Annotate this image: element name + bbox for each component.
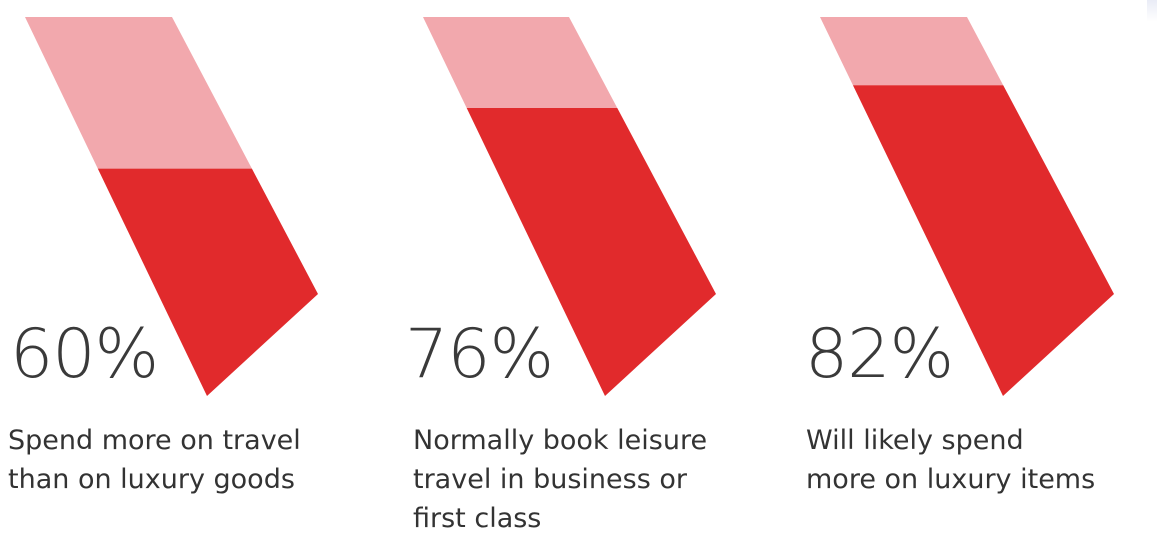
bar-2-remainder bbox=[423, 17, 618, 108]
caption-3: Will likely spend more on luxury items bbox=[806, 421, 1095, 499]
caption-3-line-2: more on luxury items bbox=[806, 464, 1096, 495]
value-label-2: 76% bbox=[405, 315, 554, 394]
caption-1-line-2: than on luxury goods bbox=[8, 464, 295, 495]
caption-1: Spend more on travel than on luxury good… bbox=[8, 421, 301, 499]
caption-2-line-1: Normally book leisure bbox=[413, 425, 708, 456]
bar-1-remainder bbox=[25, 17, 252, 169]
bar-2-value bbox=[466, 107, 716, 397]
value-label-1: 60% bbox=[10, 315, 159, 394]
bar-3-value bbox=[852, 85, 1114, 396]
bar-3-remainder bbox=[820, 17, 1004, 86]
bar-1-value bbox=[97, 168, 318, 396]
caption-1-line-1: Spend more on travel bbox=[8, 425, 301, 456]
caption-2-line-3: first class bbox=[413, 503, 542, 534]
caption-3-line-1: Will likely spend bbox=[806, 425, 1024, 456]
corner-decoration bbox=[1147, 0, 1157, 22]
caption-2: Normally book leisure travel in business… bbox=[413, 421, 707, 538]
value-label-3: 82% bbox=[805, 315, 954, 394]
caption-2-line-2: travel in business or bbox=[413, 464, 687, 495]
